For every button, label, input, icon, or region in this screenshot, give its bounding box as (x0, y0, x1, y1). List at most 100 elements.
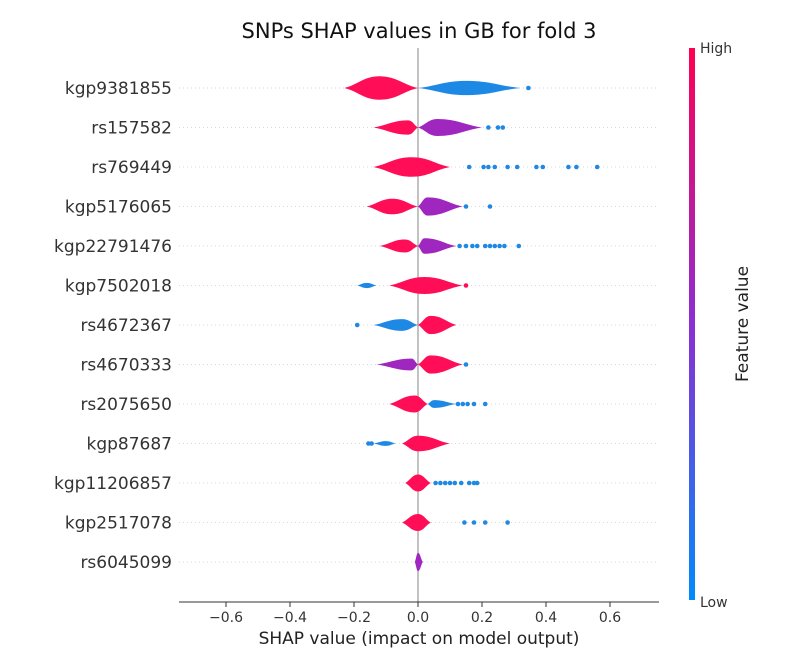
violin-segment (418, 119, 482, 136)
violin-segment (389, 277, 463, 294)
violin-segment (366, 198, 418, 215)
outlier-point (460, 401, 466, 407)
feature-label: rs2075650 (80, 395, 172, 415)
feature-label: kgp11206857 (54, 474, 172, 494)
x-tick-label: −0.6 (209, 610, 243, 626)
x-tick-label: −0.4 (273, 610, 307, 626)
outlier-point (487, 243, 493, 249)
outlier-point (366, 441, 371, 446)
violin-segment (357, 282, 377, 289)
x-tick-label: 0.4 (535, 610, 557, 626)
outlier-point (540, 164, 546, 170)
feature-label: kgp87687 (86, 435, 172, 455)
outlier-point (442, 480, 448, 486)
outlier-point (505, 164, 510, 170)
colorbar (689, 48, 695, 600)
outlier-point (455, 401, 461, 407)
outlier-point (369, 441, 374, 446)
outlier-point (466, 164, 472, 170)
outlier-point (474, 480, 480, 486)
outlier-point (463, 283, 469, 288)
outlier-point (474, 243, 480, 249)
feature-label: rs6045099 (80, 553, 172, 573)
x-tick-label: 0.0 (407, 610, 429, 626)
feature-label: kgp22791476 (54, 237, 172, 257)
outlier-point (452, 480, 458, 486)
feature-label: kgp2517078 (65, 514, 172, 534)
outlier-point (470, 243, 475, 249)
outlier-point (438, 480, 443, 486)
outlier-point (486, 164, 491, 170)
violin-segment (389, 395, 428, 413)
feature-labels: kgp9381855 rs157582 rs769449 kgp5176065 kgp2… (54, 79, 172, 573)
outlier-point (495, 125, 501, 130)
chart-title: SNPs SHAP values in GB for fold 3 (242, 19, 597, 43)
colorbar-high-label: High (700, 41, 732, 57)
outlier-point (486, 125, 491, 130)
outlier-point (514, 164, 520, 170)
violin-segment (402, 514, 431, 531)
outlier-point (516, 243, 522, 249)
outlier-point (471, 520, 477, 525)
outlier-point (482, 520, 488, 525)
violin-segment (402, 435, 450, 452)
feature-label: kgp7502018 (65, 277, 172, 297)
outlier-point (594, 164, 600, 170)
x-axis-ticks: −0.6 −0.4 −0.2 0.0 0.2 0.4 0.6 (209, 602, 621, 626)
outlier-point (354, 322, 360, 328)
violin-segment (418, 238, 457, 254)
violin-segment (418, 315, 457, 335)
outlier-point (465, 401, 470, 407)
colorbar-low-label: Low (700, 595, 728, 611)
outlier-point (463, 204, 469, 209)
violin-segment (414, 552, 423, 572)
outlier-point (505, 520, 510, 525)
violin-layer (344, 76, 600, 572)
violin-segment (405, 474, 431, 492)
outlier-point (526, 85, 531, 91)
x-axis-label: SHAP value (impact on model output) (259, 629, 580, 649)
outlier-point (471, 480, 477, 486)
feature-label: kgp9381855 (65, 79, 172, 99)
x-tick-label: 0.6 (599, 610, 621, 626)
outlier-point (462, 520, 467, 525)
feature-label: kgp5176065 (65, 198, 172, 218)
outlier-point (463, 362, 469, 367)
outlier-point (500, 125, 506, 130)
violin-segment (427, 400, 457, 408)
violin-segment (373, 157, 450, 177)
colorbar-title: Feature value (733, 266, 753, 382)
outlier-point (492, 243, 498, 249)
feature-label: rs157582 (91, 119, 172, 139)
outlier-point (482, 243, 488, 249)
feature-label: rs4670333 (80, 356, 172, 376)
violin-segment (379, 239, 418, 253)
outlier-point (466, 480, 472, 486)
outlier-point (463, 243, 469, 249)
violin-segment (418, 355, 463, 374)
outlier-point (481, 164, 486, 170)
outlier-point (492, 164, 498, 170)
x-tick-label: −0.2 (337, 610, 371, 626)
violin-segment (373, 120, 418, 135)
outlier-point (458, 480, 464, 486)
violin-segment (418, 80, 521, 96)
outlier-point (482, 401, 488, 407)
feature-label: rs4672367 (80, 316, 172, 336)
outlier-point (457, 243, 462, 249)
outlier-point (574, 164, 579, 170)
violin-segment (344, 76, 418, 100)
outlier-point (566, 164, 571, 170)
outlier-point (502, 243, 507, 249)
outlier-point (487, 204, 493, 209)
outlier-point (447, 480, 453, 486)
violin-segment (376, 358, 418, 371)
outlier-point (534, 164, 539, 170)
violin-segment (373, 319, 418, 331)
x-tick-label: 0.2 (471, 610, 493, 626)
feature-label: rs769449 (91, 158, 172, 178)
violin-segment (418, 197, 463, 216)
violin-segment (373, 441, 396, 446)
outlier-point (433, 480, 438, 486)
